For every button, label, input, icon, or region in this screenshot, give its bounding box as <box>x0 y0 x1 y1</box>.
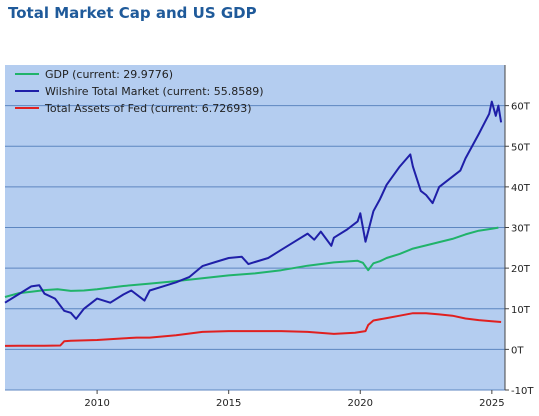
y-tick-label: 60T <box>511 102 531 113</box>
x-tick-label: 2010 <box>84 398 109 409</box>
chart-title: Total Market Cap and US GDP <box>8 4 257 22</box>
y-tick-label: 10T <box>511 305 531 316</box>
legend-entry: Total Assets of Fed (current: 6.72693) <box>44 102 252 115</box>
y-tick-label: 30T <box>511 224 531 235</box>
y-tick-label: 50T <box>511 142 531 153</box>
legend-entry: Wilshire Total Market (current: 55.8589) <box>45 85 264 98</box>
x-tick-label: 2015 <box>216 398 241 409</box>
y-tick-label: -10T <box>511 386 534 397</box>
y-tick-label: 20T <box>511 264 531 275</box>
series-line <box>4 312 502 347</box>
y-tick-label: 0T <box>511 345 524 356</box>
y-tick-label: 40T <box>511 183 531 194</box>
legend-entry: GDP (current: 29.9776) <box>45 68 173 81</box>
series-line <box>4 100 503 320</box>
series-line <box>4 226 499 298</box>
x-tick-label: 2020 <box>348 398 373 409</box>
x-tick-label: 2025 <box>479 398 504 409</box>
